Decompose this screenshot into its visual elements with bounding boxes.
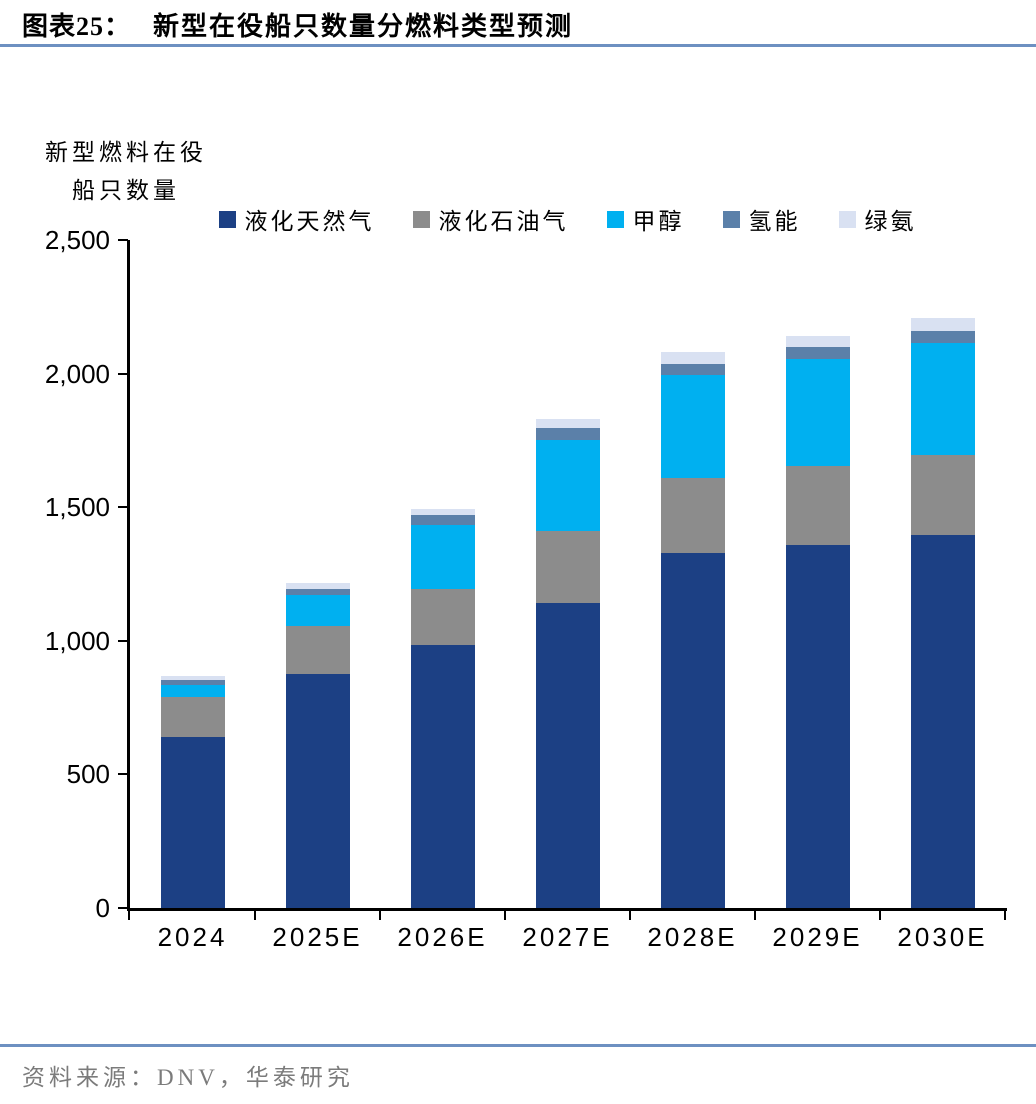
- legend-item: 甲醇: [606, 202, 685, 236]
- bar-segment: [660, 552, 725, 908]
- bar-segment: [160, 679, 225, 685]
- source-note: 资料来源：DNV，华泰研究: [22, 1065, 354, 1090]
- x-axis-tick: [754, 910, 756, 920]
- bar-segment: [285, 588, 350, 596]
- bar-segment: [410, 508, 475, 516]
- y-axis-unit-line2: 船只数量: [72, 178, 180, 203]
- y-axis-tick-label: 2,500: [44, 225, 110, 255]
- bar-segment: [660, 374, 725, 478]
- bar-segment: [910, 342, 975, 456]
- bar-segment: [785, 358, 850, 466]
- bar-segment: [410, 524, 475, 589]
- bar-segment: [160, 684, 225, 697]
- x-axis-tick: [1004, 910, 1006, 920]
- legend-swatch: [606, 210, 624, 228]
- y-axis-tick-label: 1,500: [44, 492, 110, 523]
- x-axis-label: 2029E: [772, 922, 863, 952]
- bar-segment: [160, 696, 225, 737]
- legend-item: 绿氨: [838, 202, 917, 236]
- bar-segment: [160, 675, 225, 680]
- bar-2028E: [660, 240, 725, 908]
- y-axis-line: [127, 240, 130, 911]
- y-axis-tick: [118, 506, 128, 509]
- bar-segment: [410, 588, 475, 645]
- legend-label: 液化石油气: [438, 209, 569, 234]
- bar-segment: [910, 455, 975, 536]
- legend-item: 氢能: [722, 202, 801, 236]
- legend-swatch: [722, 210, 740, 228]
- bar-segment: [660, 477, 725, 553]
- bar-segment: [785, 336, 850, 347]
- y-axis-tick-label: 1,000: [44, 625, 110, 656]
- figure-title: 图表25： 新型在役船只数量分燃料类型预测: [22, 6, 1022, 43]
- x-axis-label: 2027E: [522, 922, 613, 952]
- x-axis-tick: [504, 910, 506, 920]
- figure-title-text: 新型在役船只数量分燃料类型预测: [153, 12, 574, 41]
- bar-segment: [910, 330, 975, 343]
- legend-swatch: [412, 210, 430, 228]
- legend: 液化天然气 液化石油气 甲醇 氢能 绿氨: [130, 202, 1005, 236]
- bar-2030E: [910, 240, 975, 908]
- legend-label: 甲醇: [632, 209, 685, 234]
- x-axis-label: 2024: [157, 922, 228, 952]
- bar-segment: [660, 352, 725, 365]
- bar-segment: [910, 535, 975, 908]
- y-axis-tick: [118, 639, 128, 642]
- bar-segment: [410, 515, 475, 525]
- x-axis-label: 2028E: [647, 922, 738, 952]
- y-axis-tick: [118, 239, 128, 241]
- x-axis-tick: [254, 910, 256, 920]
- footer-divider-line: [0, 1044, 1036, 1047]
- y-axis-tick: [118, 907, 128, 909]
- legend-item: 液化石油气: [412, 202, 569, 236]
- bar-segment: [785, 465, 850, 545]
- legend-label: 液化天然气: [244, 209, 375, 234]
- bar-segment: [535, 428, 600, 441]
- y-axis-tick: [118, 372, 128, 375]
- bar-segment: [535, 440, 600, 532]
- stacked-bar-chart: 0 500 1,000 1,500 2,000 2,500 2024 2025E 2026E 20…: [45, 226, 1007, 952]
- bar-segment: [910, 317, 975, 331]
- bar-segment: [410, 644, 475, 908]
- y-axis-tick-label: 0: [95, 893, 110, 923]
- x-axis-tick: [879, 910, 881, 920]
- x-axis-label: 2025E: [272, 922, 363, 952]
- bar-segment: [160, 737, 225, 908]
- bar-segment: [785, 544, 850, 908]
- figure-number: 图表25：: [22, 12, 132, 41]
- bar-2027E: [535, 240, 600, 908]
- bar-segment: [535, 603, 600, 908]
- x-axis-tick: [379, 910, 381, 920]
- bar-segment: [660, 364, 725, 375]
- y-axis-tick-label: 500: [66, 759, 110, 790]
- bar-2026E: [410, 240, 475, 908]
- bar-segment: [785, 346, 850, 359]
- title-divider-line: [0, 44, 1036, 47]
- x-axis-tick: [128, 910, 130, 920]
- legend-label: 绿氨: [864, 209, 917, 234]
- bar-segment: [285, 626, 350, 675]
- bar-2024: [160, 240, 225, 908]
- legend-item: 液化天然气: [218, 202, 375, 236]
- bar-segment: [285, 583, 350, 589]
- bar-segment: [535, 419, 600, 429]
- legend-swatch: [838, 210, 856, 228]
- y-axis-unit-line1: 新型燃料在役: [45, 140, 207, 165]
- bar-2025E: [285, 240, 350, 908]
- legend-swatch: [218, 210, 236, 228]
- y-axis-tick: [118, 773, 128, 776]
- y-axis-unit-label: 新型燃料在役 船只数量: [28, 134, 224, 210]
- bar-segment: [285, 595, 350, 627]
- x-axis-line: [127, 908, 1007, 911]
- x-axis-label: 2030E: [897, 922, 988, 952]
- bar-segment: [285, 674, 350, 908]
- legend-label: 氢能: [748, 209, 801, 234]
- y-axis-tick-label: 2,000: [44, 358, 110, 389]
- x-axis-label: 2026E: [397, 922, 488, 952]
- bar-2029E: [785, 240, 850, 908]
- bar-segment: [535, 531, 600, 604]
- x-axis-tick: [629, 910, 631, 920]
